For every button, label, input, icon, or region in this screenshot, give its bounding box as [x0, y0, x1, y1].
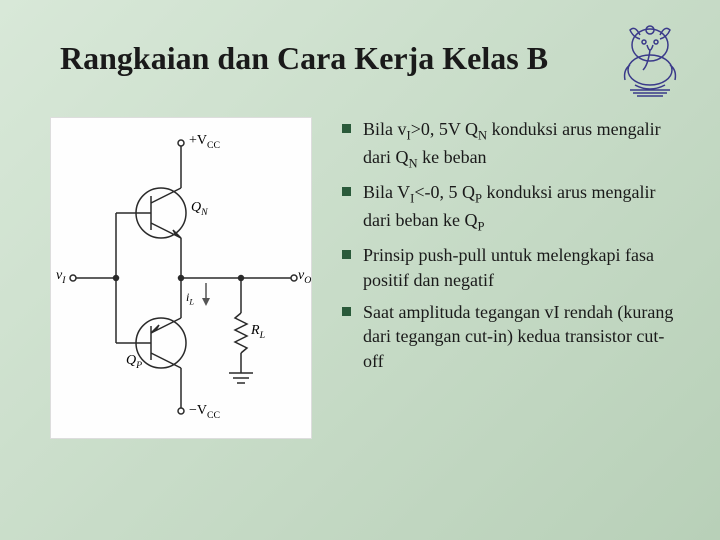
- bullet-text: Bila vI>0, 5V QN konduksi arus mengalir …: [363, 117, 680, 172]
- bullet-list: Bila vI>0, 5V QN konduksi arus mengalir …: [312, 107, 680, 439]
- label-vcc-top: +VCC: [189, 133, 220, 151]
- list-item: Bila vI>0, 5V QN konduksi arus mengalir …: [342, 117, 680, 172]
- label-il: iL: [186, 290, 194, 306]
- bullet-text: Prinsip push-pull untuk melengkapi fasa …: [363, 243, 680, 292]
- bullet-marker-icon: [342, 250, 351, 259]
- bullet-text: Saat amplituda tegangan vI rendah (kuran…: [363, 300, 680, 373]
- circuit-diagram: +VCC −VCC QN QP vI vO iL RL: [50, 117, 312, 439]
- slide: Rangkaian dan Cara Kerja Kelas B: [0, 0, 720, 540]
- bullet-marker-icon: [342, 187, 351, 196]
- label-vcc-bot: −VCC: [189, 403, 220, 421]
- list-item: Bila VI<-0, 5 QP konduksi arus mengalir …: [342, 180, 680, 235]
- slide-title: Rangkaian dan Cara Kerja Kelas B: [60, 40, 680, 77]
- label-vi: vI: [56, 268, 65, 286]
- bullet-marker-icon: [342, 307, 351, 316]
- label-qn: QN: [191, 200, 208, 218]
- label-qp: QP: [126, 353, 142, 371]
- list-item: Prinsip push-pull untuk melengkapi fasa …: [342, 243, 680, 292]
- list-item: Saat amplituda tegangan vI rendah (kuran…: [342, 300, 680, 373]
- logo-ganesha: [605, 15, 695, 105]
- bullet-marker-icon: [342, 124, 351, 133]
- label-vo: vO: [298, 268, 311, 286]
- content-row: +VCC −VCC QN QP vI vO iL RL Bila vI>0, 5…: [40, 107, 680, 439]
- bullet-text: Bila VI<-0, 5 QP konduksi arus mengalir …: [363, 180, 680, 235]
- label-rl: RL: [251, 323, 265, 341]
